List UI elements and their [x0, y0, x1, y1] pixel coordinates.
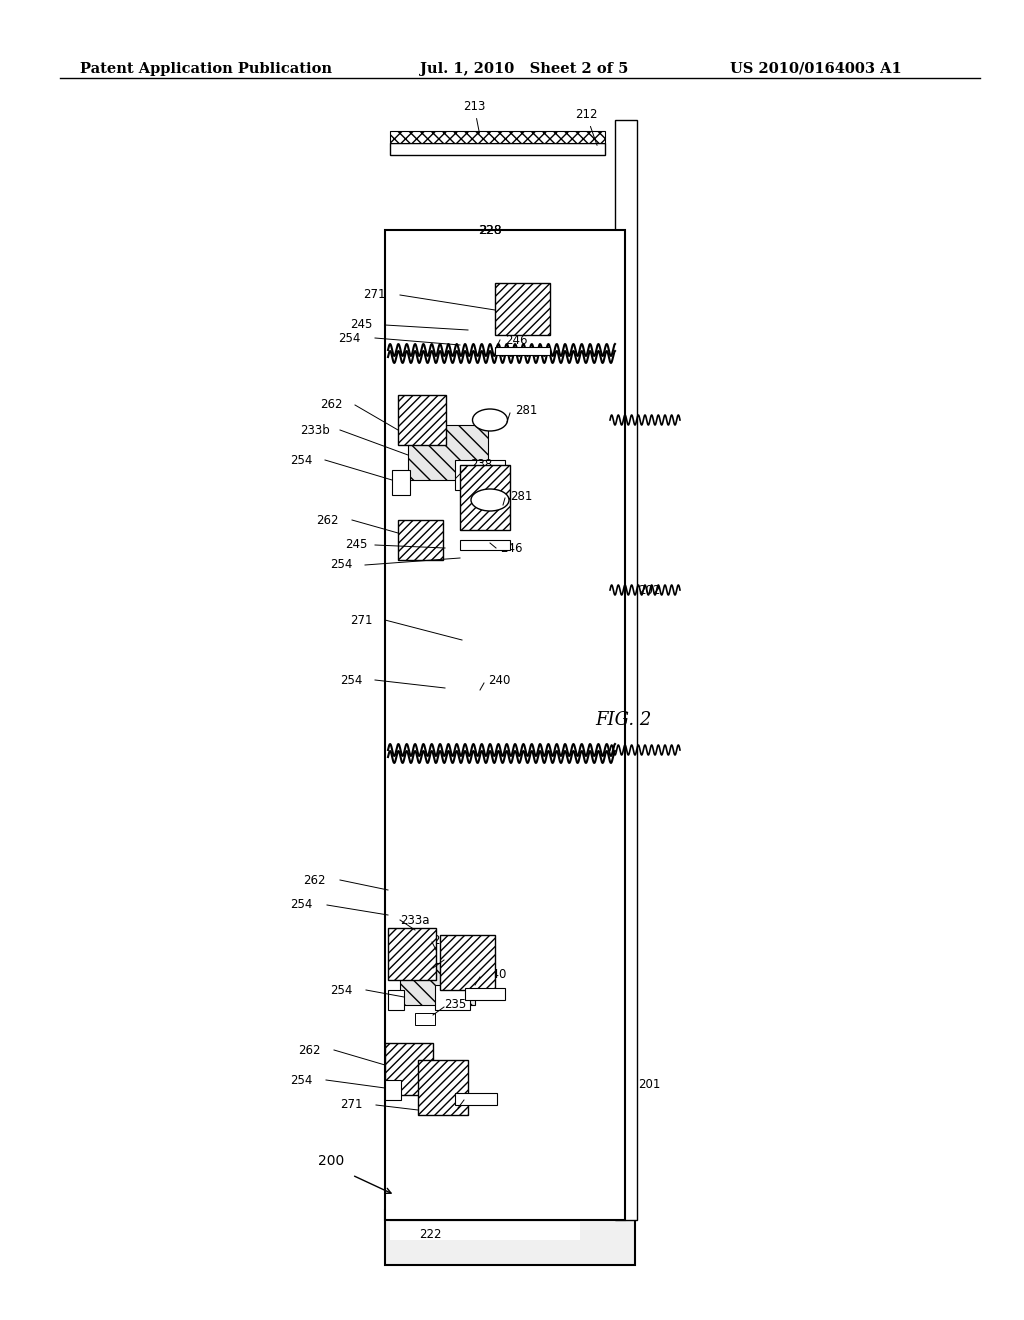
Bar	[392, 470, 410, 495]
Text: 245: 245	[350, 318, 373, 331]
Text: 238: 238	[470, 458, 493, 471]
Text: 262: 262	[303, 874, 326, 887]
Text: 254: 254	[290, 899, 312, 912]
Bar	[385, 1210, 635, 1265]
Text: 222: 222	[419, 1229, 441, 1242]
Text: 254: 254	[340, 673, 362, 686]
Bar	[460, 540, 510, 550]
Text: 254: 254	[330, 983, 352, 997]
Text: 262: 262	[298, 1044, 321, 1056]
Ellipse shape	[472, 409, 508, 432]
Bar	[388, 928, 436, 979]
Text: 233b: 233b	[300, 424, 330, 437]
Bar	[455, 1093, 497, 1105]
Text: FIG. 2: FIG. 2	[595, 711, 651, 729]
Text: 228: 228	[479, 223, 501, 236]
Text: 271: 271	[340, 1098, 362, 1111]
Bar	[435, 985, 470, 1010]
Bar	[385, 1043, 433, 1096]
Text: 271: 271	[362, 289, 385, 301]
Text: 238: 238	[432, 933, 455, 946]
Text: 212: 212	[575, 108, 597, 145]
Ellipse shape	[471, 488, 509, 511]
Text: 254: 254	[290, 454, 312, 466]
Bar	[440, 935, 495, 990]
Text: 262: 262	[316, 513, 339, 527]
Text: 202: 202	[638, 583, 660, 597]
Bar	[415, 960, 435, 975]
Text: 262: 262	[319, 399, 342, 412]
Text: 233a: 233a	[400, 913, 429, 927]
Text: 254: 254	[338, 331, 360, 345]
Text: 246: 246	[500, 541, 522, 554]
Bar	[495, 282, 550, 335]
Text: 228: 228	[478, 223, 502, 236]
Text: 200: 200	[318, 1154, 344, 1168]
Bar	[390, 143, 605, 154]
Text: 201: 201	[638, 1078, 660, 1092]
Bar	[400, 964, 475, 1005]
Text: 240: 240	[488, 673, 510, 686]
Bar	[418, 1060, 468, 1115]
Text: 213: 213	[463, 100, 485, 133]
Bar	[465, 987, 505, 1001]
Bar	[495, 347, 550, 355]
Bar	[385, 230, 625, 1220]
Text: 240: 240	[468, 1092, 490, 1105]
Text: 271: 271	[350, 614, 373, 627]
Text: 240: 240	[484, 969, 507, 982]
Text: 246: 246	[505, 334, 527, 346]
Text: US 2010/0164003 A1: US 2010/0164003 A1	[730, 62, 902, 77]
Text: 281: 281	[510, 490, 532, 503]
Bar	[455, 459, 505, 490]
Bar	[385, 1080, 401, 1100]
Text: Patent Application Publication: Patent Application Publication	[80, 62, 332, 77]
Bar	[390, 131, 605, 143]
Text: 281: 281	[515, 404, 538, 417]
Bar	[415, 1012, 435, 1026]
Text: 235: 235	[444, 998, 466, 1011]
Text: 254: 254	[330, 558, 352, 572]
Bar	[460, 465, 510, 531]
Text: 245: 245	[345, 539, 368, 552]
Text: Jul. 1, 2010   Sheet 2 of 5: Jul. 1, 2010 Sheet 2 of 5	[420, 62, 629, 77]
Bar	[615, 120, 637, 1220]
Bar	[390, 1222, 580, 1239]
Bar	[398, 520, 443, 560]
Text: 254: 254	[290, 1073, 312, 1086]
Bar	[408, 425, 488, 480]
Bar	[388, 990, 404, 1010]
Bar	[398, 395, 446, 445]
Text: 235: 235	[444, 952, 466, 965]
